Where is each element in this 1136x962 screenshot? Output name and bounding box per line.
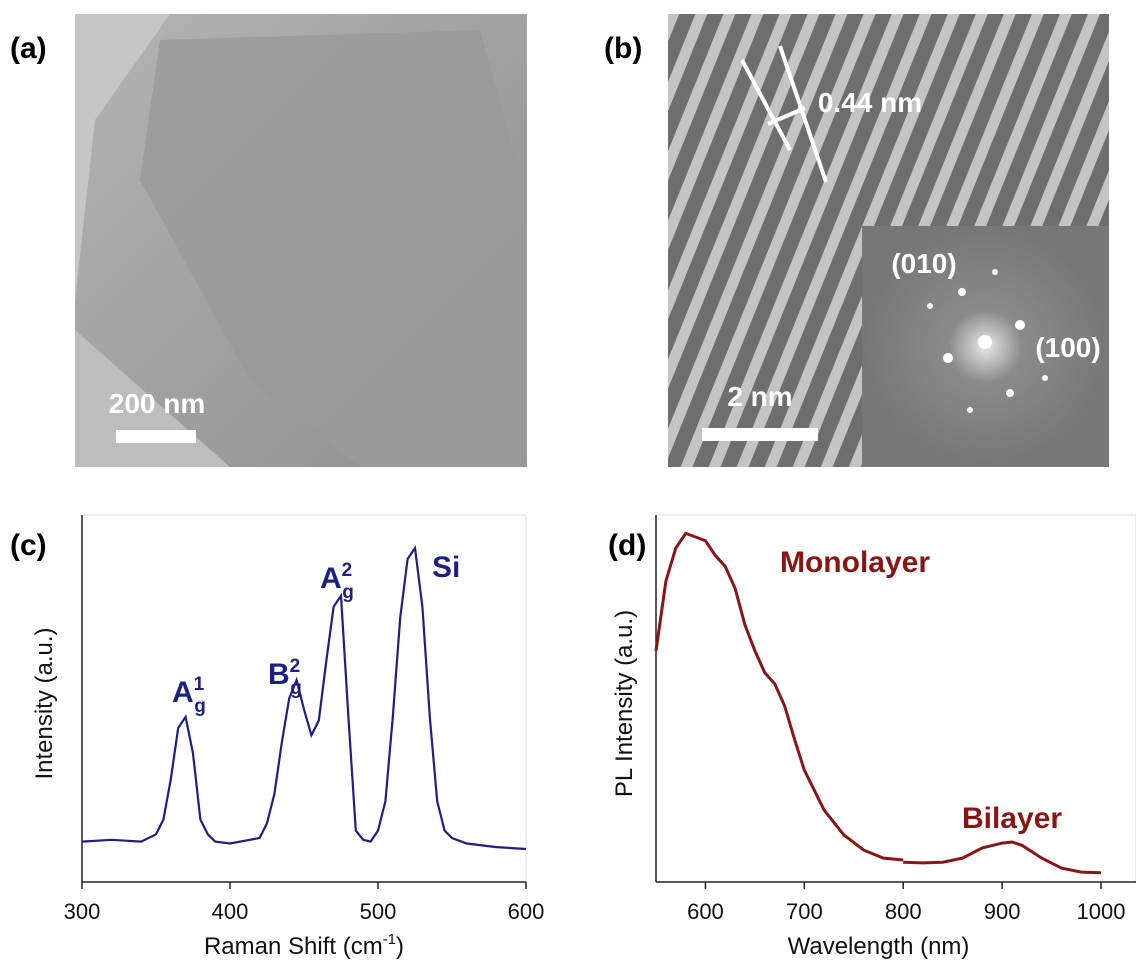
panel-label: (b) <box>604 32 642 65</box>
x-axis-label-text: Wavelength (nm) <box>788 933 970 960</box>
peak-label-sup: 2 <box>290 656 301 677</box>
x-axis-label: Raman Shift (cm-1) <box>204 931 404 960</box>
inset-label: (100) <box>1035 332 1100 363</box>
y-axis-label: Intensity (a.u.) <box>31 627 58 779</box>
x-axis-label-tail: ) <box>396 933 404 960</box>
x-axis-label-text: Raman Shift (cm <box>204 933 383 960</box>
data-line <box>903 842 1101 873</box>
scale-bar-label: 200 nm <box>109 388 206 419</box>
panel-label: (d) <box>608 529 646 562</box>
panel-label: (c) <box>10 529 47 562</box>
peak-label-base: B <box>268 658 290 691</box>
x-tick-label: 800 <box>885 899 922 924</box>
peak-label-sup: 2 <box>342 560 353 581</box>
x-tick-label: 600 <box>687 899 724 924</box>
series-label: Monolayer <box>780 546 930 579</box>
x-tick-label: 900 <box>984 899 1021 924</box>
peak-label-sub: g <box>342 582 354 603</box>
x-tick-label: 500 <box>360 899 397 924</box>
x-tick-label: 700 <box>786 899 823 924</box>
inset-label: (010) <box>891 248 956 279</box>
peak-label-base: A <box>320 562 342 595</box>
x-tick-label: 400 <box>212 899 249 924</box>
peak-label-base: Si <box>432 551 460 584</box>
peak-label-sub: g <box>194 696 206 717</box>
series-label: Bilayer <box>962 802 1062 835</box>
x-tick-label: 600 <box>508 899 545 924</box>
figure: (a) 200 nm (b) 0.44 nm 2 nm (010) (100) … <box>0 0 1136 962</box>
panel-label: (a) <box>10 32 47 65</box>
peak-label-base: A <box>172 676 194 709</box>
x-axis-label: Wavelength (nm) <box>788 933 970 960</box>
data-line <box>656 533 903 860</box>
x-tick-label: 1000 <box>1077 899 1126 924</box>
x-axis-label-sup: -1 <box>383 931 396 948</box>
y-axis-label: PL Intensity (a.u.) <box>611 610 638 797</box>
scale-bar-label: 2 nm <box>727 381 792 412</box>
data-line <box>82 548 526 849</box>
x-tick-label: 300 <box>64 899 101 924</box>
spacing-label: 0.44 nm <box>818 87 922 118</box>
peak-label-sub: g <box>290 678 302 699</box>
peak-label: Si <box>432 551 460 584</box>
peak-label-sup: 1 <box>194 674 205 695</box>
